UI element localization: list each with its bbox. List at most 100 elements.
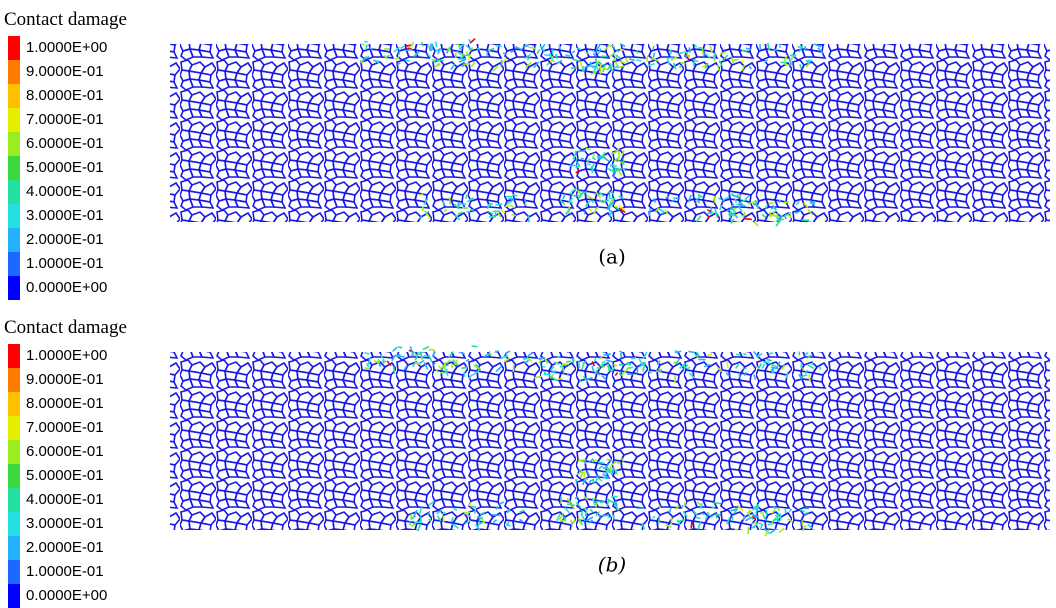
damage-segment	[575, 161, 581, 166]
legend-label: 6.0000E-01	[26, 135, 104, 152]
damage-segment	[703, 52, 711, 59]
damage-segment	[603, 476, 608, 480]
damage-segment	[409, 346, 413, 352]
damage-segment	[787, 518, 794, 523]
damage-segment	[753, 374, 757, 380]
legend-label: 7.0000E-01	[26, 111, 104, 128]
damage-segment	[597, 461, 605, 464]
damage-segment	[741, 64, 746, 72]
damage-segment	[683, 50, 688, 54]
damage-segment	[602, 199, 610, 204]
damage-segment	[559, 519, 567, 523]
damage-segment	[582, 67, 585, 72]
damage-segment	[408, 349, 414, 353]
damage-segment	[618, 371, 622, 376]
damage-segment	[778, 527, 785, 534]
damage-segment	[792, 55, 797, 58]
damage-segment	[572, 152, 577, 160]
damage-segment	[694, 353, 699, 359]
damage-segment	[364, 351, 370, 355]
damage-segment	[770, 207, 776, 210]
damage-segment	[805, 62, 811, 68]
damage-segment	[454, 214, 461, 221]
damage-segment	[680, 61, 686, 65]
damage-segment	[500, 59, 503, 66]
damage-segment	[813, 43, 822, 48]
damage-segment	[543, 370, 547, 375]
damage-segment	[582, 507, 589, 511]
damage-segment	[466, 514, 471, 517]
damage-segment	[692, 509, 698, 516]
damage-segment	[575, 501, 582, 508]
damage-segment	[800, 362, 803, 368]
damage-segment	[587, 479, 592, 485]
damage-segment	[450, 63, 456, 70]
damage-segment	[751, 506, 758, 511]
damage-segment	[465, 358, 470, 362]
damage-segment	[669, 50, 674, 54]
damage-segment	[618, 204, 626, 211]
damage-segment	[588, 208, 593, 212]
damage-segment	[575, 164, 581, 169]
damage-segment	[464, 519, 471, 525]
legend-swatch	[8, 60, 20, 84]
damage-segment	[718, 197, 723, 201]
damage-segment	[753, 201, 759, 206]
damage-segment	[641, 522, 646, 530]
damage-segment	[721, 196, 730, 202]
damage-segment	[598, 199, 604, 204]
damage-segment	[678, 65, 683, 68]
damage-segment	[604, 471, 608, 476]
damage-segment	[410, 515, 417, 520]
damage-segment	[734, 363, 740, 369]
damage-segment	[638, 358, 644, 367]
damage-segment	[461, 64, 465, 68]
legend-label: 2.0000E-01	[26, 231, 104, 248]
damage-segment	[614, 206, 620, 211]
legend-swatch	[8, 512, 20, 536]
damage-segment	[419, 516, 422, 522]
damage-segment	[539, 45, 546, 53]
damage-segment	[460, 351, 465, 355]
damage-segment	[451, 523, 460, 530]
damage-segment	[572, 519, 576, 524]
damage-segment	[491, 513, 500, 517]
damage-segment	[743, 353, 747, 356]
damage-segment	[807, 523, 813, 529]
damage-segment	[589, 458, 595, 463]
damage-segment	[591, 459, 597, 463]
legend-swatch	[8, 488, 20, 512]
legend-label: 9.0000E-01	[26, 371, 104, 388]
damage-segment	[585, 516, 594, 522]
damage-segment	[572, 58, 580, 62]
damage-segment	[674, 504, 680, 511]
damage-segment	[784, 211, 792, 217]
damage-segment	[470, 61, 476, 68]
damage-segment	[606, 498, 610, 507]
damage-segment	[391, 355, 396, 362]
damage-segment	[575, 478, 578, 484]
damage-segment	[419, 507, 423, 514]
legend-label: 1.0000E+00	[26, 347, 107, 364]
damage-segment	[658, 369, 663, 373]
damage-segment	[606, 467, 612, 474]
legend-swatch	[8, 416, 20, 440]
damage-segment	[368, 47, 373, 51]
damage-segment	[769, 211, 772, 218]
damage-segment	[625, 366, 630, 372]
legend-swatch	[8, 156, 20, 180]
damage-segment	[428, 518, 432, 522]
damage-segment	[414, 521, 423, 524]
damage-segment	[590, 70, 597, 76]
damage-segment	[652, 516, 656, 519]
damage-segment	[626, 361, 630, 365]
damage-segment	[566, 372, 570, 377]
damage-segment	[413, 50, 421, 58]
damage-segment	[613, 501, 618, 509]
damage-segment	[565, 207, 571, 215]
damage-segment	[512, 193, 518, 197]
damage-segment	[486, 202, 493, 210]
damage-segment	[642, 351, 648, 360]
damage-segment	[426, 213, 431, 220]
damage-segment	[808, 374, 811, 382]
